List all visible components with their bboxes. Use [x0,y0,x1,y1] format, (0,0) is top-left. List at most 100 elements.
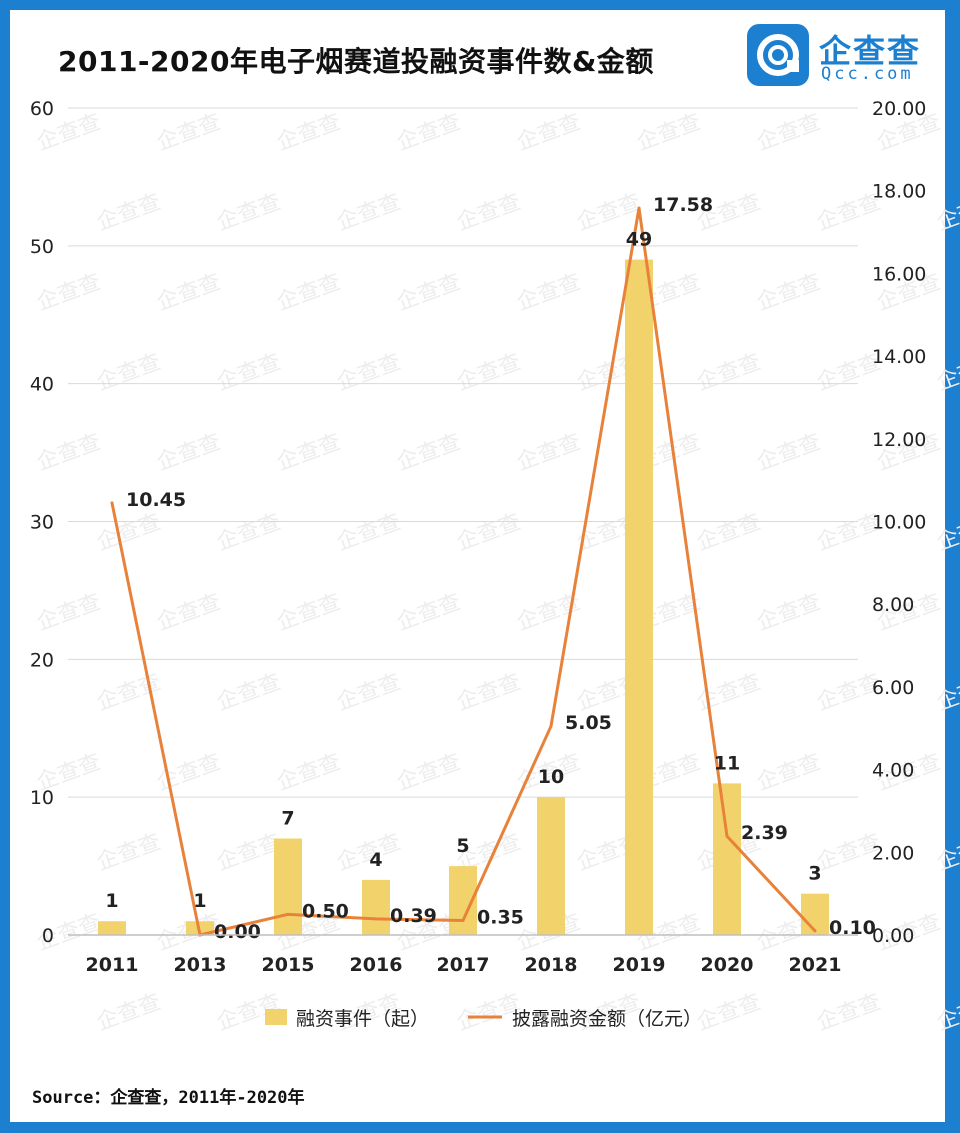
watermark-text: 企查查 [214,670,285,716]
bar [801,893,829,935]
y-left-tick-label: 30 [30,512,54,534]
bar [713,783,741,935]
watermark-text: 企查查 [274,110,345,156]
watermark-text: 企查查 [34,430,105,476]
watermark-text: 企查查 [334,350,405,396]
watermark-text: 企查查 [934,990,960,1036]
bar [537,797,565,935]
y-left-tick-label: 0 [42,925,54,947]
line-value-label: 0.10 [829,917,876,939]
bar [274,838,302,935]
line-value-label: 0.00 [214,921,261,943]
x-tick-label: 2021 [789,954,842,976]
y-right-tick-label: 12.00 [872,429,926,451]
y-right-tick-label: 16.00 [872,263,926,285]
watermark-text: 企查查 [454,190,525,236]
line-value-label: 17.58 [653,194,713,216]
bar-value-label: 7 [281,808,294,830]
qcc-logo-icon [747,24,809,86]
watermark-text: 企查查 [274,270,345,316]
line-value-label: 2.39 [741,822,788,844]
watermark-text: 企查查 [754,750,825,796]
x-tick-label: 2015 [262,954,315,976]
watermark-text: 企查查 [814,990,885,1036]
axes: 01020304050600.002.004.006.008.0010.0012… [30,98,927,976]
watermark-text: 企查查 [934,510,960,556]
watermark-text: 企查查 [754,430,825,476]
bar-value-label: 1 [105,890,118,912]
watermark-text: 企查查 [514,430,585,476]
watermark-text: 企查查 [334,510,405,556]
line-point [637,206,641,210]
watermark-text: 企查查 [754,270,825,316]
watermark-text: 企查查 [394,590,465,636]
line-point [110,501,114,505]
line-value-label: 5.05 [565,712,612,734]
x-tick-label: 2016 [350,954,403,976]
x-tick-label: 2017 [437,954,490,976]
watermark-text: 企查查 [274,750,345,796]
watermark-text: 企查查 [754,110,825,156]
watermark-text: 企查查 [214,190,285,236]
watermark-text: 企查查 [514,270,585,316]
line-value-label: 0.35 [477,907,524,929]
line-value-label: 0.50 [302,900,349,922]
watermark-text: 企查查 [94,510,165,556]
watermark-text: 企查查 [274,430,345,476]
watermark-text: 企查查 [34,270,105,316]
watermark-text: 企查查 [94,350,165,396]
y-right-tick-label: 14.00 [872,346,926,368]
watermark-text: 企查查 [394,750,465,796]
watermark-text: 企查查 [394,110,465,156]
y-left-tick-label: 10 [30,787,54,809]
bar [362,879,390,935]
watermark-text: 企查查 [334,670,405,716]
watermark-text: 企查查 [934,350,960,396]
y-left-tick-label: 50 [30,236,54,258]
brand-domain: Qcc.com [821,64,914,84]
watermark-text: 企查查 [514,110,585,156]
amount-line [110,206,817,937]
line-value-label: 0.39 [390,905,437,927]
watermark-text: 企查查 [934,830,960,876]
watermark-text: 企查查 [154,110,225,156]
bar [98,921,126,935]
x-tick-label: 2011 [86,954,139,976]
legend-bar-label: 融资事件（起） [296,1008,429,1030]
legend-bar-swatch [265,1009,287,1025]
bar-value-label: 10 [538,766,564,788]
watermark-text: 企查查 [214,830,285,876]
y-left-tick-label: 60 [30,98,54,120]
bar-value-label: 11 [714,752,740,774]
chart-card [10,10,945,1122]
watermark-text: 企查查 [214,510,285,556]
watermark-text: 企查查 [154,430,225,476]
line-point [461,919,465,923]
x-tick-label: 2018 [525,954,578,976]
y-left-tick-label: 20 [30,649,54,671]
y-right-tick-label: 20.00 [872,98,926,120]
watermark-text: 企查查 [214,350,285,396]
watermark-text: 企查查 [94,990,165,1036]
line-series [110,206,817,937]
y-right-tick-label: 0.00 [872,925,914,947]
bar-value-label: 3 [808,863,821,885]
watermark-text: 企查查 [934,670,960,716]
watermark-text: 企查查 [454,670,525,716]
watermark-text: 企查查 [934,190,960,236]
source-note: Source：企查查，2011年-2020年 [32,1088,305,1108]
watermark-text: 企查查 [454,510,525,556]
line-value-label: 10.45 [126,489,186,511]
x-tick-label: 2019 [613,954,666,976]
watermark-text: 企查查 [34,590,105,636]
watermark-text: 企查查 [274,590,345,636]
watermark-text: 企查查 [394,270,465,316]
y-right-tick-label: 6.00 [872,677,914,699]
watermark-text: 企查查 [454,350,525,396]
watermark-text: 企查查 [634,110,705,156]
y-right-tick-label: 2.00 [872,842,914,864]
y-left-tick-label: 40 [30,374,54,396]
line-point [813,929,817,933]
brand-name: 企查查 [819,32,922,70]
watermark-text: 企查查 [694,510,765,556]
